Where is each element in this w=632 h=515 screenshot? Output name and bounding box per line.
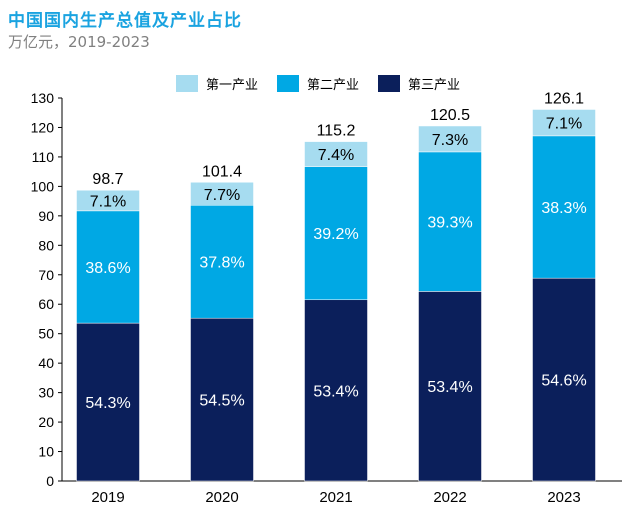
segment-label: 7.1% — [546, 116, 582, 133]
segment-label: 38.6% — [85, 260, 130, 277]
segment-label: 53.4% — [313, 383, 358, 400]
y-tick-label: 30 — [38, 385, 54, 401]
x-tick-label: 2019 — [91, 489, 124, 506]
y-tick-label: 90 — [38, 208, 54, 224]
total-label: 120.5 — [430, 107, 470, 124]
y-tick-label: 100 — [31, 178, 55, 194]
bar-segment — [418, 125, 482, 153]
legend-swatch — [277, 75, 299, 92]
bar-segment — [76, 189, 140, 212]
y-tick-label: 70 — [38, 267, 54, 283]
bar-segment — [190, 182, 254, 206]
total-label: 115.2 — [317, 123, 356, 140]
legend-swatch — [378, 75, 400, 92]
bar-segment — [418, 151, 482, 292]
segment-label: 53.4% — [427, 379, 472, 396]
segment-label: 37.8% — [199, 255, 244, 272]
bar-segment — [532, 135, 596, 279]
bars: 54.3% 38.6% 7.1% 98.7 54.5% 37.8% 7.7% 101.4 53.… — [76, 90, 596, 482]
y-tick-label: 50 — [38, 326, 54, 342]
total-label: 98.7 — [92, 171, 123, 188]
x-tick-label: 2022 — [433, 489, 466, 506]
bar-segment — [532, 109, 596, 137]
chart-subtitle: 万亿元，2019-2023 — [8, 33, 150, 51]
chart-title: 中国国内生产总值及产业占比 — [8, 11, 242, 31]
bar-segment — [190, 205, 254, 319]
y-tick-label: 20 — [38, 414, 54, 430]
legend-label: 第三产业 — [408, 77, 460, 92]
bar-segment — [418, 291, 482, 482]
x-tick-label: 2023 — [547, 489, 580, 506]
segment-label: 54.3% — [85, 395, 130, 412]
total-label: 126.1 — [544, 90, 584, 107]
y-tick-label: 80 — [38, 237, 54, 253]
bar-segment — [190, 317, 254, 482]
x-tick-label: 2020 — [205, 489, 238, 506]
bar-segment — [76, 322, 140, 482]
y-tick-label: 110 — [32, 149, 55, 165]
bar-segment — [304, 166, 368, 301]
segment-label: 39.3% — [427, 215, 472, 232]
segment-label: 54.5% — [199, 393, 244, 410]
total-label: 101.4 — [202, 163, 242, 180]
legend-swatch — [176, 75, 198, 92]
segment-label: 38.3% — [541, 200, 586, 217]
y-tick-label: 0 — [46, 473, 54, 489]
y-tick-label: 120 — [31, 119, 55, 135]
legend-label: 第二产业 — [307, 77, 359, 92]
y-tick-label: 60 — [38, 296, 54, 312]
segment-label: 7.7% — [204, 187, 240, 204]
segment-label: 7.3% — [432, 132, 468, 149]
bar-segment — [532, 277, 596, 482]
segment-label: 7.4% — [318, 147, 354, 164]
bar-segment — [304, 141, 368, 167]
segment-label: 54.6% — [541, 373, 586, 390]
x-tick-label: 2021 — [319, 489, 352, 506]
segment-label: 39.2% — [313, 226, 358, 243]
y-tick-label: 40 — [38, 355, 54, 371]
legend: 第一产业 第二产业 第三产业 — [176, 75, 460, 92]
segment-label: 7.1% — [90, 194, 126, 211]
y-tick-label: 130 — [31, 90, 55, 106]
y-tick-label: 10 — [38, 444, 54, 460]
legend-label: 第一产业 — [206, 77, 258, 92]
bar-segment — [304, 299, 368, 482]
axes: 0 10 20 30 40 50 60 70 80 90 100 110 120 130 2019 2020 2… — [31, 90, 622, 506]
bar-segment — [76, 210, 140, 324]
